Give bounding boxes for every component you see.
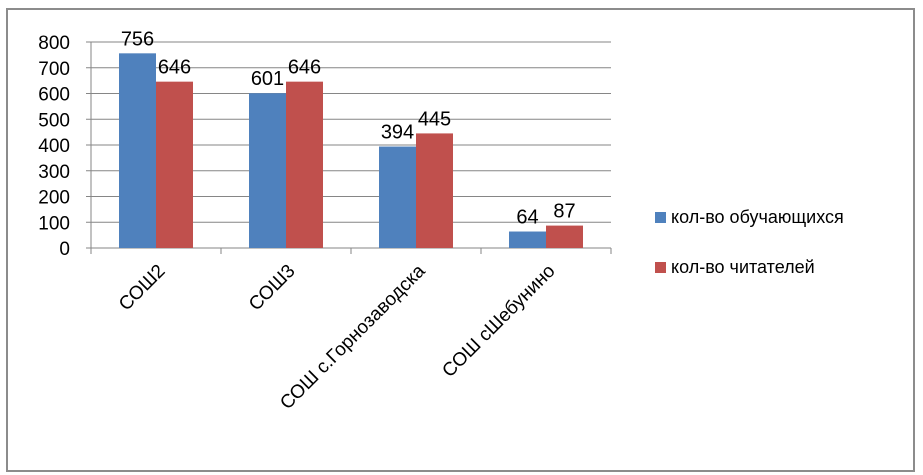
y-tick-label: 800 — [38, 33, 70, 54]
bar-students — [379, 146, 416, 248]
category-label: СОШ сШебунино — [438, 261, 559, 382]
y-tick-label: 600 — [38, 85, 70, 106]
legend-label-students: кол-во обучающихся — [671, 206, 844, 227]
data-label: 646 — [288, 57, 321, 79]
data-label: 445 — [418, 108, 451, 130]
bar-students — [249, 93, 286, 249]
data-label: 394 — [381, 122, 414, 144]
y-tick-label: 700 — [38, 59, 70, 80]
y-tick-label: 100 — [38, 213, 70, 234]
category-label: СОШ2 — [115, 261, 170, 316]
data-label: 601 — [251, 68, 284, 90]
legend: кол-во обучающихся кол-во читателей — [655, 206, 844, 306]
bar-readers — [416, 133, 453, 248]
legend-swatch-readers — [655, 261, 666, 273]
legend-label-readers: кол-во читателей — [671, 256, 815, 277]
bar-readers — [546, 225, 583, 248]
bars — [119, 53, 583, 249]
bar-students — [509, 231, 546, 248]
y-tick-label: 500 — [38, 110, 70, 131]
legend-item-students: кол-во обучающихся — [655, 206, 844, 228]
y-tick-label: 400 — [38, 136, 70, 157]
data-label: 64 — [516, 207, 538, 229]
bar-readers — [156, 81, 193, 248]
y-axis: 0 100 200 300 400 500 600 700 800 — [38, 33, 92, 260]
data-label: 756 — [121, 28, 154, 50]
bar-readers — [286, 81, 323, 248]
category-label: СОШ3 — [245, 261, 300, 316]
data-label: 87 — [553, 201, 575, 223]
y-tick-label: 300 — [38, 162, 70, 183]
data-label: 646 — [158, 57, 191, 79]
legend-swatch-students — [655, 211, 666, 223]
category-label: СОШ с.Горнозаводска — [276, 260, 430, 414]
bar-students — [119, 53, 156, 248]
y-tick-label: 200 — [38, 188, 70, 209]
y-tick-label: 0 — [59, 239, 70, 260]
legend-item-readers: кол-во читателей — [655, 256, 844, 278]
